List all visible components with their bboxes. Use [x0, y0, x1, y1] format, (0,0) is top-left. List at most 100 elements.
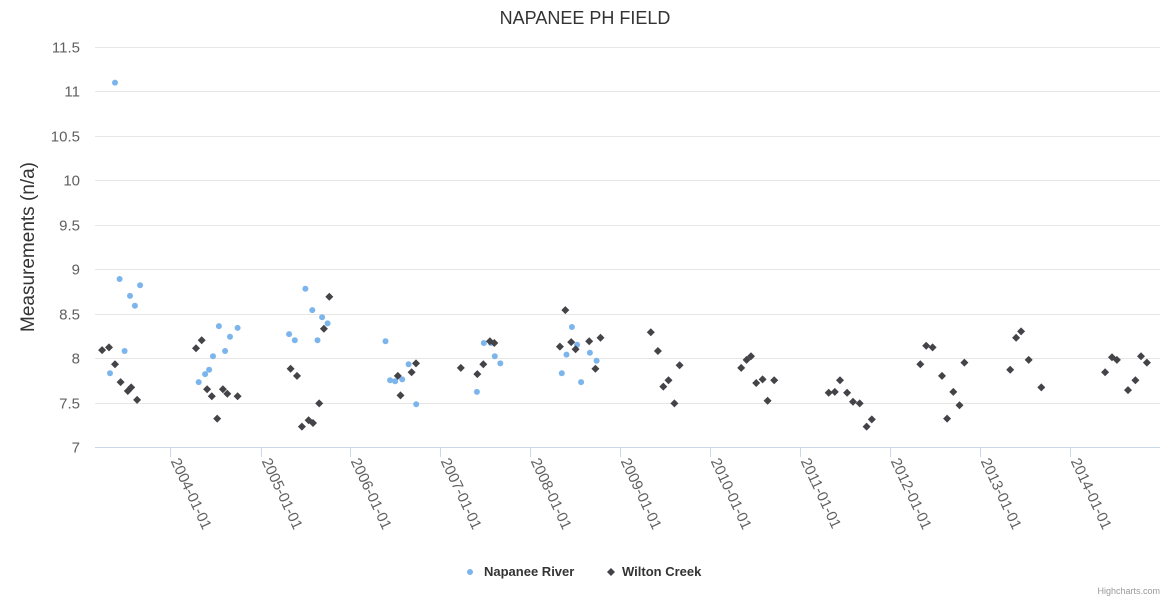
legend-label-wilton-creek[interactable]: Wilton Creek	[622, 564, 702, 579]
data-point[interactable]	[195, 379, 202, 386]
data-point[interactable]	[1037, 383, 1046, 392]
data-point[interactable]	[387, 377, 394, 384]
data-point[interactable]	[563, 351, 570, 358]
data-point[interactable]	[664, 376, 673, 385]
data-point[interactable]	[210, 353, 216, 360]
data-point[interactable]	[824, 388, 833, 397]
data-point[interactable]	[319, 324, 328, 333]
data-point[interactable]	[646, 328, 655, 337]
data-point[interactable]	[116, 276, 123, 282]
data-point[interactable]	[490, 339, 499, 347]
data-point[interactable]	[586, 349, 593, 356]
data-point[interactable]	[234, 324, 241, 331]
data-point[interactable]	[763, 396, 772, 405]
data-point[interactable]	[223, 389, 232, 398]
data-point[interactable]	[203, 385, 212, 394]
data-point[interactable]	[137, 282, 144, 289]
data-point[interactable]	[1012, 333, 1021, 342]
legend[interactable]: Napanee River Wilton Creek	[467, 564, 702, 579]
data-point[interactable]	[1124, 386, 1132, 395]
data-point[interactable]	[591, 364, 600, 373]
data-point[interactable]	[949, 387, 958, 396]
data-point[interactable]	[1112, 355, 1121, 364]
data-point[interactable]	[653, 347, 662, 355]
data-point[interactable]	[116, 378, 125, 387]
data-point[interactable]	[112, 79, 118, 86]
data-point[interactable]	[473, 388, 480, 395]
data-point[interactable]	[413, 401, 420, 408]
data-point[interactable]	[659, 382, 668, 391]
data-point[interactable]	[568, 324, 575, 330]
data-point[interactable]	[867, 415, 876, 424]
data-point[interactable]	[98, 346, 107, 355]
legend-item-napanee-river[interactable]: Napanee River	[467, 564, 574, 579]
data-point[interactable]	[555, 342, 564, 351]
data-point[interactable]	[393, 371, 402, 380]
data-point[interactable]	[121, 348, 128, 354]
data-point[interactable]	[131, 302, 138, 309]
data-point[interactable]	[325, 292, 334, 301]
data-point[interactable]	[558, 370, 565, 377]
data-point[interactable]	[1137, 352, 1145, 361]
data-point[interactable]	[309, 307, 316, 314]
plot-area[interactable]	[98, 79, 1151, 431]
data-point[interactable]	[770, 376, 779, 385]
data-point[interactable]	[291, 337, 298, 344]
data-point[interactable]	[319, 314, 326, 321]
data-point[interactable]	[197, 336, 206, 345]
data-point[interactable]	[843, 388, 852, 397]
data-point[interactable]	[407, 368, 416, 377]
data-point[interactable]	[213, 414, 222, 423]
data-point[interactable]	[916, 360, 925, 369]
data-point[interactable]	[593, 357, 600, 364]
data-point[interactable]	[215, 323, 222, 330]
data-point[interactable]	[561, 306, 570, 315]
data-point[interactable]	[830, 387, 839, 396]
data-point[interactable]	[392, 378, 399, 385]
data-point[interactable]	[293, 371, 301, 380]
data-point[interactable]	[747, 352, 755, 361]
data-point[interactable]	[752, 379, 761, 387]
data-point[interactable]	[456, 363, 465, 372]
data-point[interactable]	[1101, 368, 1110, 377]
data-point[interactable]	[1017, 327, 1026, 336]
data-point[interactable]	[675, 361, 684, 370]
data-point[interactable]	[480, 340, 487, 346]
data-point[interactable]	[1006, 365, 1015, 374]
legend-item-wilton-creek[interactable]: Wilton Creek	[607, 564, 702, 579]
data-point[interactable]	[578, 379, 585, 386]
legend-label-napanee-river[interactable]: Napanee River	[484, 564, 574, 579]
data-point[interactable]	[960, 358, 969, 367]
data-point[interactable]	[382, 338, 389, 345]
data-point[interactable]	[849, 397, 857, 406]
data-point[interactable]	[297, 422, 306, 431]
data-point[interactable]	[928, 343, 937, 352]
data-point[interactable]	[324, 320, 331, 327]
data-point[interactable]	[567, 338, 576, 347]
data-point[interactable]	[222, 348, 229, 354]
credits-link[interactable]: Highcharts.com	[1097, 586, 1160, 596]
data-point[interactable]	[571, 345, 580, 354]
data-point[interactable]	[758, 375, 767, 384]
data-point[interactable]	[286, 364, 295, 373]
data-point[interactable]	[396, 391, 405, 400]
data-point[interactable]	[596, 333, 605, 342]
data-point[interactable]	[207, 392, 216, 401]
data-point[interactable]	[938, 371, 946, 380]
data-point[interactable]	[233, 392, 242, 401]
data-point[interactable]	[585, 337, 594, 346]
data-point[interactable]	[127, 383, 136, 392]
data-point[interactable]	[227, 333, 233, 340]
data-point[interactable]	[922, 341, 931, 350]
data-point[interactable]	[218, 385, 227, 394]
data-point[interactable]	[955, 401, 964, 410]
data-point[interactable]	[1024, 355, 1033, 364]
data-point[interactable]	[127, 292, 133, 299]
data-point[interactable]	[742, 355, 751, 364]
data-point[interactable]	[473, 370, 482, 379]
data-point[interactable]	[133, 395, 142, 404]
data-point[interactable]	[202, 371, 209, 378]
data-point[interactable]	[412, 359, 420, 368]
data-point[interactable]	[399, 376, 406, 383]
data-point[interactable]	[405, 361, 412, 368]
